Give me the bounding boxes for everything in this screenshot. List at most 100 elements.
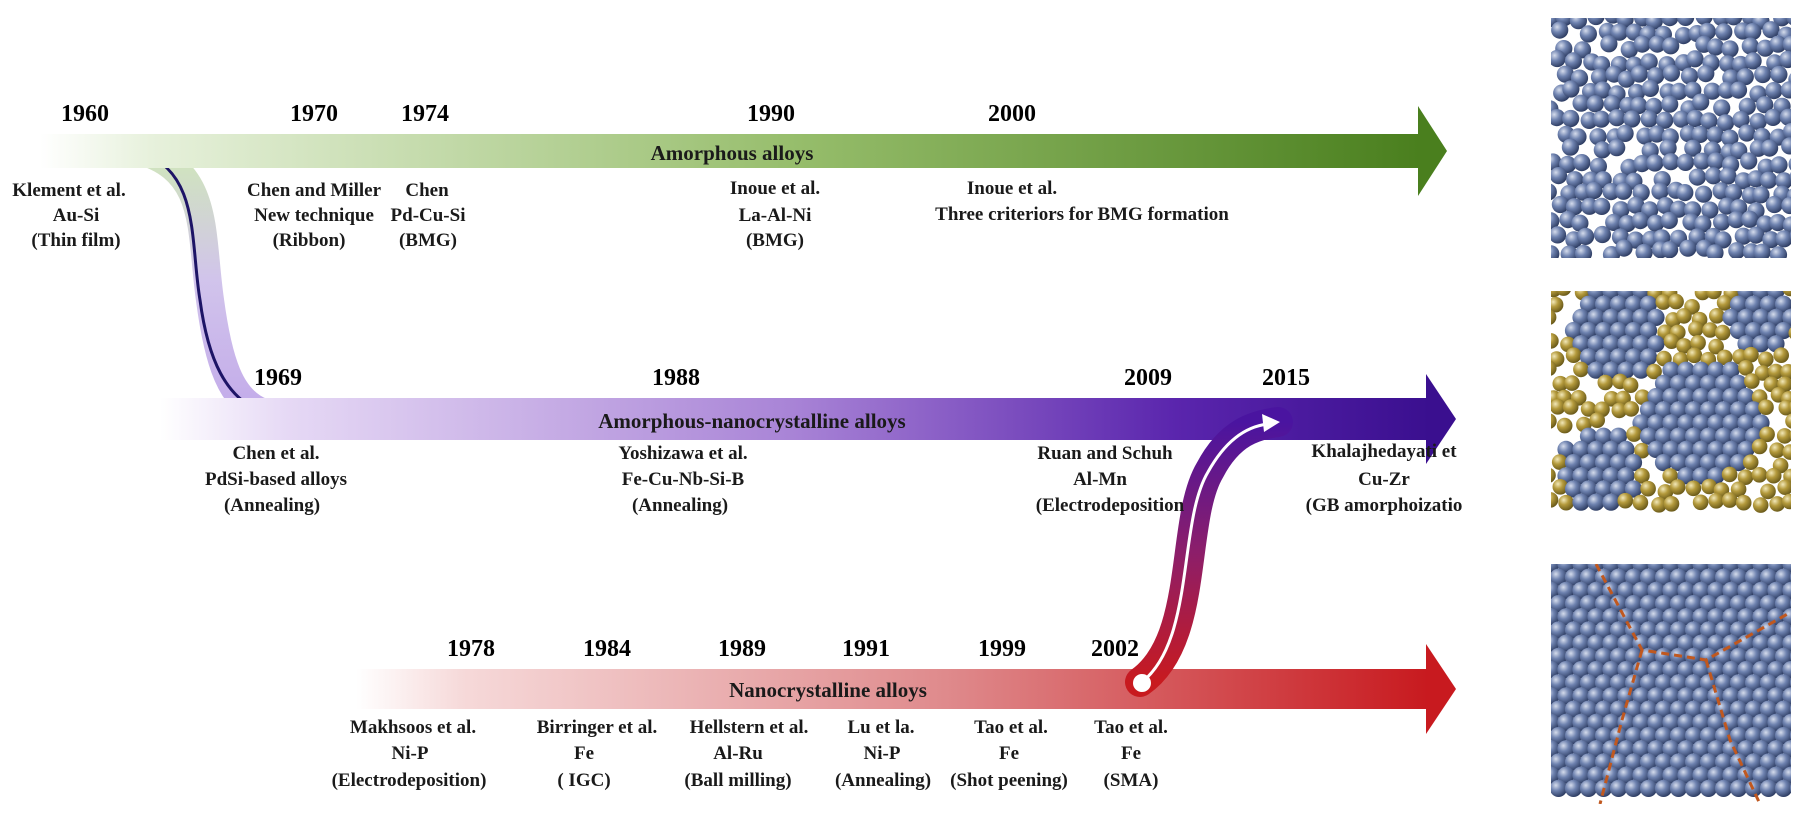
atom xyxy=(1779,50,1791,69)
atom xyxy=(1677,608,1695,626)
atom xyxy=(1759,322,1778,340)
atom xyxy=(1737,740,1755,758)
atom xyxy=(1662,37,1680,55)
atom xyxy=(1692,361,1710,379)
event-text: Makhsoos et al. xyxy=(350,717,476,738)
atom xyxy=(1707,608,1725,626)
atom xyxy=(1752,581,1770,600)
event-text: Pd-Cu-Si xyxy=(391,205,466,226)
atom xyxy=(1729,401,1748,419)
atom xyxy=(1781,196,1791,215)
atom xyxy=(1684,374,1703,392)
atom xyxy=(1692,388,1710,406)
atom xyxy=(1593,197,1611,215)
year-label: 1991 xyxy=(842,636,890,662)
atom xyxy=(1551,564,1560,573)
event-text: Khalajhedayati et xyxy=(1311,441,1457,462)
atom xyxy=(1789,678,1791,688)
atom xyxy=(1608,109,1626,127)
atom xyxy=(1669,427,1688,445)
atom xyxy=(1774,322,1791,340)
atom xyxy=(1694,215,1712,233)
event-text: Ruan and Schuh xyxy=(1037,443,1173,464)
atom xyxy=(1551,309,1557,325)
atom xyxy=(1735,494,1752,511)
atom xyxy=(1628,83,1646,102)
atom xyxy=(1662,64,1680,82)
atom xyxy=(1551,568,1568,586)
atom xyxy=(1624,753,1643,771)
atom xyxy=(1734,172,1752,190)
atom xyxy=(1785,413,1791,429)
atom xyxy=(1737,634,1755,652)
atom xyxy=(1587,361,1605,379)
atom xyxy=(1564,647,1583,666)
atom xyxy=(1688,168,1706,186)
atom xyxy=(1647,740,1665,758)
atom xyxy=(1684,454,1703,472)
atom xyxy=(1593,141,1611,159)
atom xyxy=(1692,581,1710,600)
atom xyxy=(1572,634,1590,652)
atom xyxy=(1767,766,1785,784)
atom xyxy=(1609,647,1628,666)
atom xyxy=(1780,364,1791,380)
atom xyxy=(1752,687,1770,705)
atom xyxy=(1639,348,1658,366)
atom xyxy=(1662,388,1680,406)
atom xyxy=(1709,308,1725,324)
event-text: (Ribbon) xyxy=(273,230,346,251)
atom xyxy=(1714,324,1731,341)
atom xyxy=(1684,595,1703,613)
atom xyxy=(1609,295,1628,313)
event-text: (Ball milling) xyxy=(684,770,791,791)
atom xyxy=(1722,388,1740,406)
atom xyxy=(1634,468,1650,484)
atom xyxy=(1782,608,1791,626)
event-text: Chen xyxy=(405,180,449,201)
atom xyxy=(1729,674,1748,692)
atom xyxy=(1579,295,1598,313)
event-text: (Shot peening) xyxy=(950,770,1068,791)
atom xyxy=(1624,647,1643,666)
atom xyxy=(1774,727,1791,745)
atom xyxy=(1759,568,1778,586)
atom xyxy=(1692,440,1710,458)
event-text: (GB amorphoizatio xyxy=(1306,495,1463,516)
atom xyxy=(1573,154,1591,172)
events-amorphous-nano: Chen et al. PdSi-based alloys (Annealing… xyxy=(205,441,1462,516)
atom xyxy=(1767,713,1785,732)
atom xyxy=(1692,766,1710,784)
atom xyxy=(1706,38,1725,56)
atom xyxy=(1752,634,1770,652)
atom xyxy=(1669,753,1688,771)
atom xyxy=(1684,753,1703,771)
atom xyxy=(1609,568,1628,586)
atom xyxy=(1605,213,1623,231)
atom xyxy=(1648,125,1666,143)
atom xyxy=(1757,158,1775,176)
atom xyxy=(1660,211,1678,229)
atom xyxy=(1622,377,1639,394)
atom xyxy=(1624,779,1643,798)
event-text: Fe xyxy=(1121,743,1141,764)
atom xyxy=(1688,321,1704,337)
atom xyxy=(1654,647,1673,666)
arrow-amorphous xyxy=(40,106,1447,196)
atom xyxy=(1551,647,1568,665)
atom xyxy=(1639,322,1658,340)
atom xyxy=(1647,634,1665,652)
atom xyxy=(1566,171,1584,189)
atom xyxy=(1662,581,1680,600)
atom xyxy=(1677,361,1695,379)
atom xyxy=(1609,322,1628,340)
atom xyxy=(1793,376,1806,392)
atom xyxy=(1624,700,1643,718)
atom xyxy=(1714,595,1733,613)
atom xyxy=(1632,361,1650,379)
atom xyxy=(1754,365,1771,381)
atom xyxy=(1615,239,1633,257)
atom xyxy=(1752,661,1770,679)
atom xyxy=(1752,308,1770,326)
atom xyxy=(1793,454,1806,470)
